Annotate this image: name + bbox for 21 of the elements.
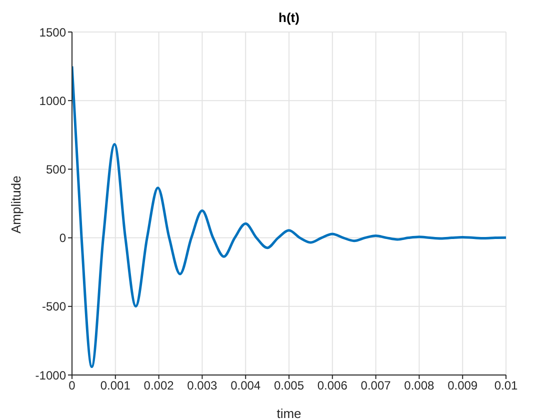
x-tick-label: 0.01: [494, 378, 518, 393]
x-axis-title: time: [276, 406, 302, 420]
x-tick-label: 0.002: [144, 378, 174, 393]
y-tick-label: 500: [46, 162, 66, 176]
x-tick-label: 0.003: [187, 378, 218, 393]
x-tick-label: 0.007: [360, 378, 392, 393]
y-tick-label: 0: [59, 231, 66, 246]
x-tick-label: 0.006: [317, 378, 348, 393]
y-axis-title: Amplitude: [8, 176, 24, 234]
x-tick-label: 0.005: [274, 378, 304, 393]
x-tick-label: 0.004: [230, 378, 261, 393]
line-series: [72, 65, 506, 368]
y-tick-label: 1500: [39, 25, 66, 40]
chart-title: h(t): [278, 10, 300, 25]
y-tick-label: -500: [42, 300, 66, 314]
x-tick-label: 0.008: [404, 378, 435, 393]
x-tick-label: 0.001: [100, 378, 131, 393]
x-tick-label: 0: [68, 378, 76, 393]
x-tick-label: 0.009: [448, 378, 478, 393]
y-tick-label: -1000: [35, 368, 66, 382]
y-tick-label: 1000: [39, 94, 66, 108]
